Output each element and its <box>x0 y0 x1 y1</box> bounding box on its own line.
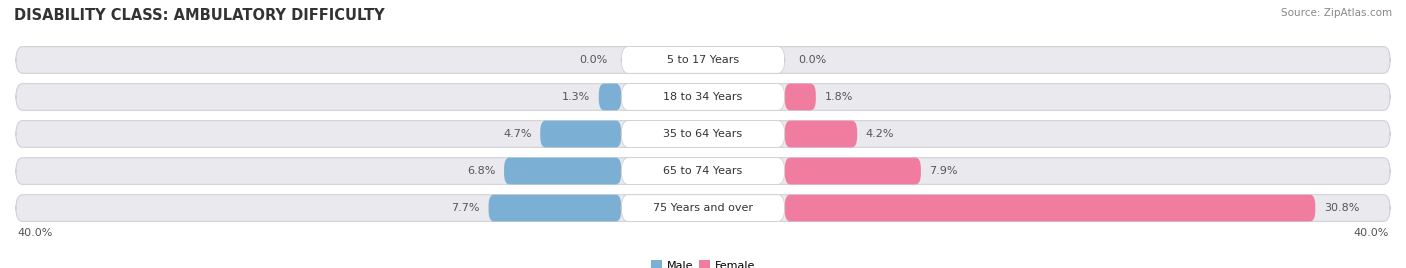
Text: 0.0%: 0.0% <box>579 55 607 65</box>
FancyBboxPatch shape <box>540 121 621 147</box>
Text: 30.8%: 30.8% <box>1324 203 1360 213</box>
FancyBboxPatch shape <box>15 121 1391 147</box>
Text: Source: ZipAtlas.com: Source: ZipAtlas.com <box>1281 8 1392 18</box>
Text: 75 Years and over: 75 Years and over <box>652 203 754 213</box>
Text: 7.9%: 7.9% <box>929 166 957 176</box>
Text: 40.0%: 40.0% <box>1353 228 1389 238</box>
Text: 4.2%: 4.2% <box>866 129 894 139</box>
Text: 7.7%: 7.7% <box>451 203 479 213</box>
FancyBboxPatch shape <box>785 195 1315 221</box>
FancyBboxPatch shape <box>621 47 785 73</box>
FancyBboxPatch shape <box>621 158 785 184</box>
FancyBboxPatch shape <box>15 195 1391 221</box>
Text: 35 to 64 Years: 35 to 64 Years <box>664 129 742 139</box>
FancyBboxPatch shape <box>15 84 1391 110</box>
Legend: Male, Female: Male, Female <box>647 256 759 268</box>
Text: 6.8%: 6.8% <box>467 166 495 176</box>
FancyBboxPatch shape <box>621 195 785 221</box>
FancyBboxPatch shape <box>15 158 1391 184</box>
Text: DISABILITY CLASS: AMBULATORY DIFFICULTY: DISABILITY CLASS: AMBULATORY DIFFICULTY <box>14 8 385 23</box>
Text: 18 to 34 Years: 18 to 34 Years <box>664 92 742 102</box>
FancyBboxPatch shape <box>785 121 858 147</box>
Text: 1.3%: 1.3% <box>562 92 591 102</box>
FancyBboxPatch shape <box>785 158 921 184</box>
Text: 40.0%: 40.0% <box>17 228 53 238</box>
Text: 5 to 17 Years: 5 to 17 Years <box>666 55 740 65</box>
FancyBboxPatch shape <box>621 84 785 110</box>
Text: 1.8%: 1.8% <box>824 92 853 102</box>
FancyBboxPatch shape <box>785 84 815 110</box>
Text: 65 to 74 Years: 65 to 74 Years <box>664 166 742 176</box>
FancyBboxPatch shape <box>599 84 621 110</box>
FancyBboxPatch shape <box>621 121 785 147</box>
FancyBboxPatch shape <box>488 195 621 221</box>
Text: 0.0%: 0.0% <box>799 55 827 65</box>
FancyBboxPatch shape <box>505 158 621 184</box>
FancyBboxPatch shape <box>15 47 1391 73</box>
Text: 4.7%: 4.7% <box>503 129 531 139</box>
